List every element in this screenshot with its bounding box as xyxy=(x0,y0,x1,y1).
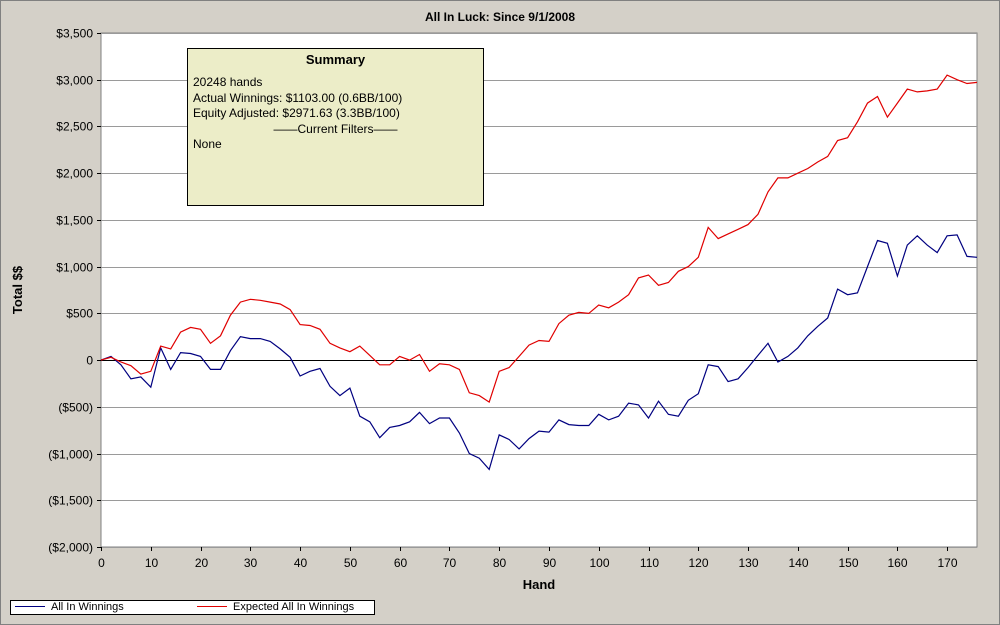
legend-item-expected-all-in-winnings: Expected All In Winnings xyxy=(197,601,354,614)
legend-label: All In Winnings xyxy=(51,601,124,613)
legend: All In Winnings Expected All In Winnings xyxy=(10,600,375,615)
legend-label: Expected All In Winnings xyxy=(233,601,355,613)
x-tick-label: 20 xyxy=(195,556,209,570)
x-tick-label: 10 xyxy=(145,556,159,570)
summary-equity-adjusted: Equity Adjusted: $2971.63 (3.3BB/100) xyxy=(193,106,400,120)
series-line-all-in-winnings xyxy=(100,234,978,471)
summary-actual-winnings: Actual Winnings: $1103.00 (0.6BB/100) xyxy=(193,90,403,105)
y-tick-label: $2,000 xyxy=(56,167,93,181)
y-tick-label: $500 xyxy=(66,307,93,321)
y-tick-label: $1,000 xyxy=(56,261,93,275)
x-tick-label: 30 xyxy=(244,556,258,570)
x-tick-label: 90 xyxy=(543,556,557,570)
y-tick-label: ($2,000) xyxy=(48,541,93,555)
x-tick-label: 140 xyxy=(788,556,808,570)
x-tick-labels: 0 10 20 30 40 50 60 70 80 90 100 110 120 130 140 150 160… xyxy=(98,556,958,570)
legend-swatch xyxy=(197,605,227,607)
y-tick-label: ($1,000) xyxy=(48,448,93,462)
x-tick-label: 80 xyxy=(493,556,507,570)
y-tick-label: $3,000 xyxy=(56,74,93,88)
x-tick-label: 130 xyxy=(738,556,758,570)
summary-box: Summary 20248 hands Actual Winnings: $11… xyxy=(187,48,484,206)
summary-filters-value: None xyxy=(193,137,222,151)
x-tick-label: 170 xyxy=(937,556,957,570)
summary-filters-heading: ——Current Filters—— xyxy=(273,121,398,136)
series-line-expected-all-in-winnings xyxy=(100,74,978,404)
x-tick-label: 150 xyxy=(838,556,858,570)
y-tick-label: ($500) xyxy=(58,401,93,415)
y-tick-label: $3,500 xyxy=(56,27,93,41)
legend-swatch xyxy=(15,605,45,607)
series-lines xyxy=(100,74,978,471)
summary-title: Summary xyxy=(305,52,366,67)
x-tick-label: 100 xyxy=(589,556,609,570)
y-tick-label: $2,500 xyxy=(56,120,93,134)
x-tick-label: 60 xyxy=(394,556,408,570)
chart-title: All In Luck: Since 9/1/2008 xyxy=(424,10,576,24)
y-tick-label: ($1,500) xyxy=(48,494,93,508)
x-tick-label: 120 xyxy=(688,556,708,570)
x-tick-label: 160 xyxy=(887,556,907,570)
x-tick-label: 0 xyxy=(98,556,105,570)
y-tick-label: $1,500 xyxy=(56,214,93,228)
x-tick-label: 70 xyxy=(443,556,457,570)
x-tick-label: 40 xyxy=(294,556,308,570)
y-axis-title: Total $$ xyxy=(10,265,25,314)
x-axis-title: Hand xyxy=(523,577,556,592)
summary-hands: 20248 hands xyxy=(193,75,263,89)
y-tick-label: 0 xyxy=(86,354,93,368)
x-tick-label: 110 xyxy=(640,556,659,570)
y-tick-labels: $3,500 $3,000 $2,500 $2,000 $1,500 $1,000 $500… xyxy=(48,27,93,555)
x-tick-label: 50 xyxy=(344,556,358,570)
legend-item-all-in-winnings: All In Winnings xyxy=(15,601,124,614)
